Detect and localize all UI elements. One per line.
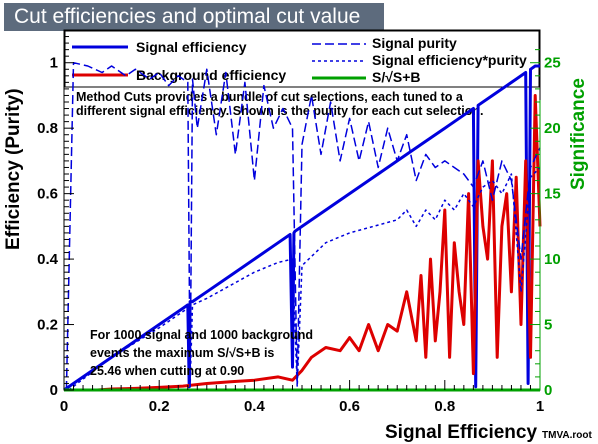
y-tick-label: 0 — [50, 382, 58, 399]
legend-label-signal-purity: Signal purity — [372, 35, 457, 51]
description-line-1: Method Cuts provides a bundle of cut sel… — [76, 90, 464, 104]
y-tick-label: 0.8 — [37, 120, 58, 137]
x-tick-label: 0.2 — [149, 398, 170, 415]
y2-tick-label: 20 — [544, 120, 561, 137]
legend-label-background-efficiency: Background efficiency — [136, 67, 286, 83]
legend: Signal efficiency Background efficiency … — [64, 30, 540, 88]
y-tick-label: 0.2 — [37, 317, 58, 334]
y2-tick-label: 5 — [544, 317, 552, 334]
description-line-2: different signal efficiency. Shown is th… — [76, 104, 484, 118]
series-line-signal-purity — [65, 61, 541, 391]
chart-title: Cut efficiencies and optimal cut value — [4, 3, 384, 31]
description: Method Cuts provides a bundle of cut sel… — [76, 90, 484, 118]
y2-axis: 0 5 10 15 20 25 — [530, 49, 561, 399]
legend-label-signal-efficiency: Signal efficiency — [136, 39, 247, 55]
y2-axis-title: Significance — [568, 78, 589, 190]
result-line-2: events the maximum S/√S+B is — [90, 346, 274, 360]
x-axis-title: Signal Efficiency — [385, 422, 537, 443]
result-line-3: 25.46 when cutting at 0.90 — [90, 364, 244, 378]
legend-label-signal-eff-purity: Signal efficiency*purity — [372, 52, 527, 68]
y-axis: 0 0.2 0.4 0.6 0.8 1 — [37, 29, 74, 399]
plot-area — [63, 29, 541, 391]
y2-tick-label: 15 — [544, 186, 561, 203]
result-line-1: For 1000 signal and 1000 background — [90, 328, 313, 342]
series-line-signal-efficiency — [63, 64, 540, 392]
x-tick-label: 0.8 — [434, 398, 455, 415]
y2-tick-label: 0 — [544, 382, 552, 399]
result-note: For 1000 signal and 1000 background even… — [90, 328, 313, 378]
source-label: TMVA.root — [542, 430, 592, 441]
x-tick-label: 0.6 — [339, 398, 360, 415]
x-tick-label: 1 — [536, 398, 544, 415]
x-tick-label: 0.4 — [244, 398, 266, 415]
y2-tick-label: 25 — [544, 55, 561, 72]
y-tick-label: 0.6 — [37, 186, 58, 203]
legend-label-significance: S/√S+B — [372, 69, 421, 85]
y-tick-label: 1 — [50, 55, 58, 72]
y-tick-label: 0.4 — [37, 251, 59, 268]
y-axis-title: Efficiency (Purity) — [3, 88, 24, 250]
x-axis: 0 0.2 0.4 0.6 0.8 1 — [60, 380, 544, 415]
series-line-background-efficiency — [97, 94, 542, 392]
series-line-signal-eff-purity — [68, 166, 541, 391]
y2-tick-label: 10 — [544, 251, 561, 268]
x-tick-label: 0 — [60, 398, 68, 415]
